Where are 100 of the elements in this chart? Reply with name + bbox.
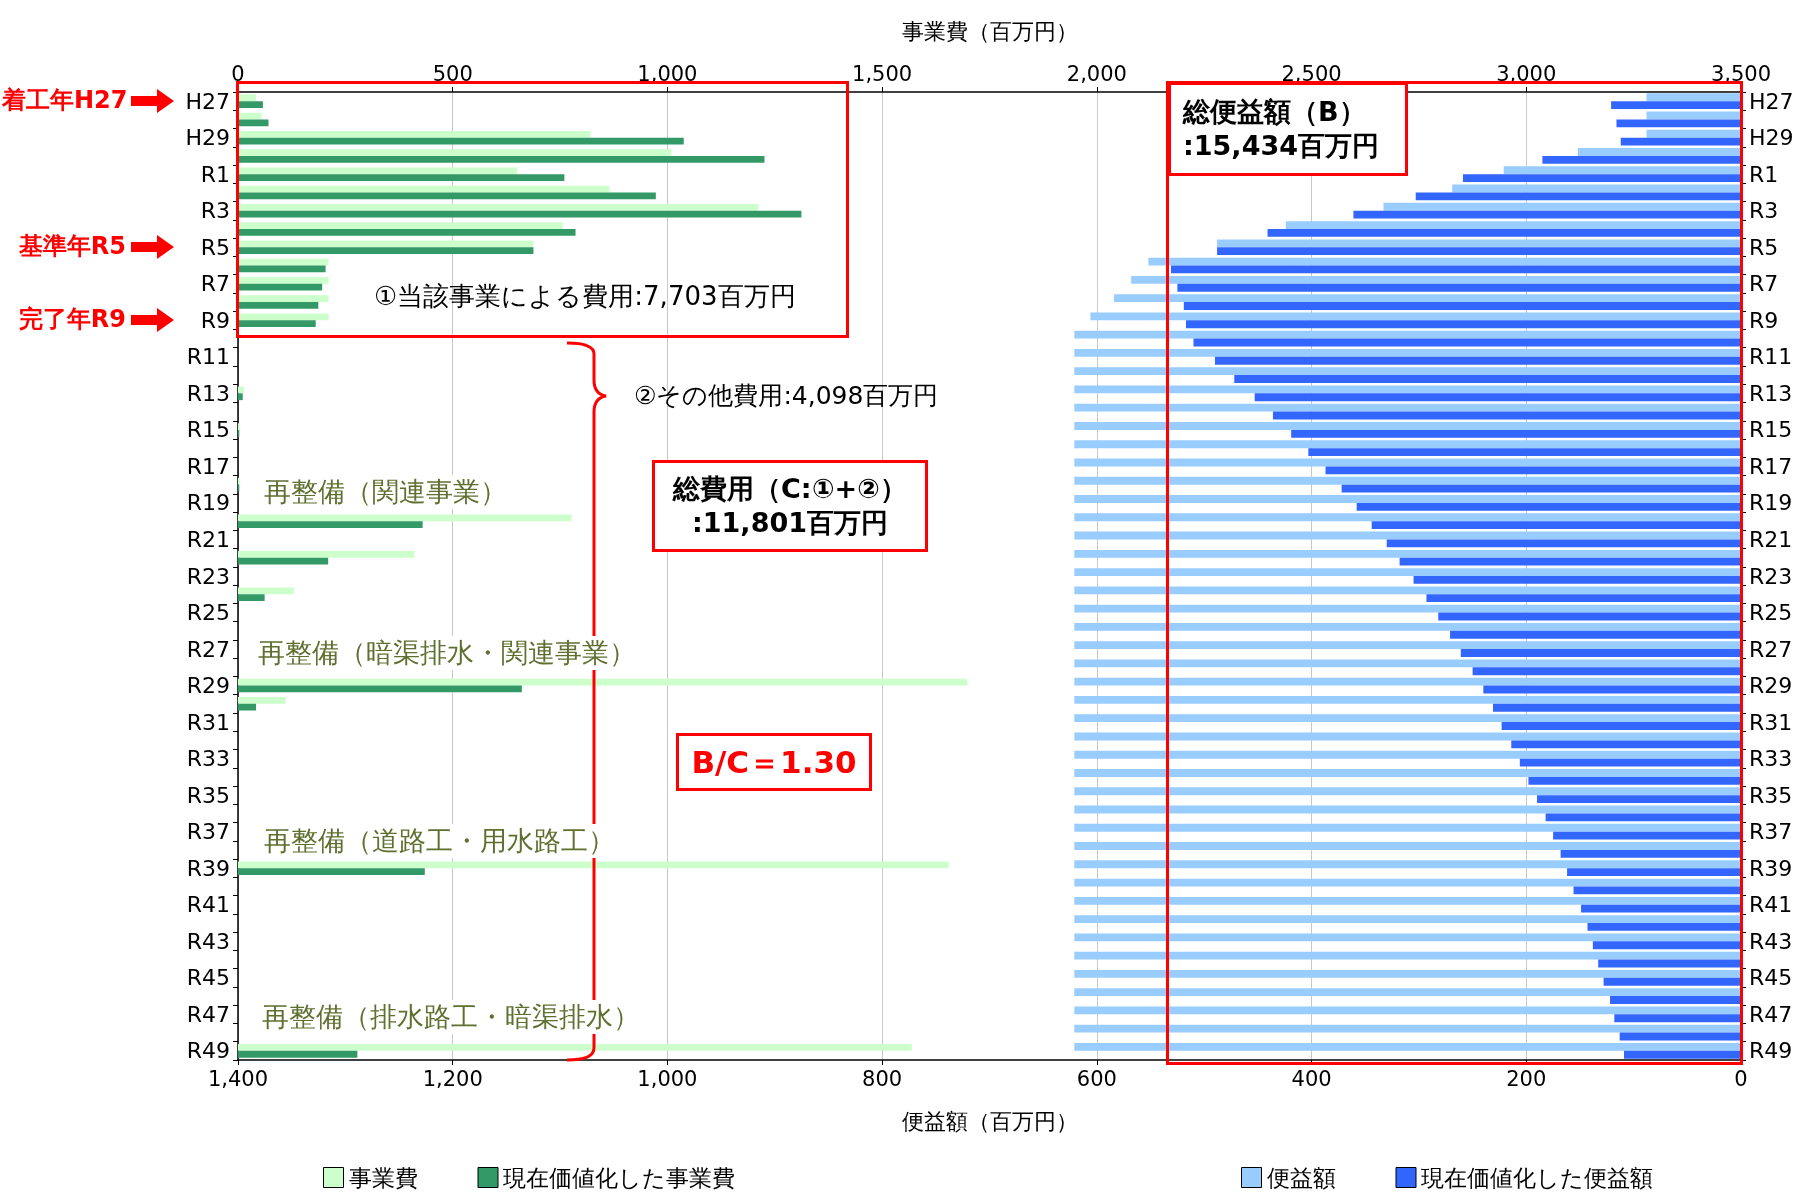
category-label: R25 xyxy=(186,600,230,626)
x2-tick-label: 3,000 xyxy=(1496,61,1557,86)
category-label: R49 xyxy=(186,1038,230,1064)
category-label: R37 xyxy=(186,819,230,845)
bar xyxy=(1217,239,1741,248)
bar xyxy=(1074,622,1741,631)
bar xyxy=(1074,1043,1741,1051)
bar xyxy=(1472,667,1741,676)
annotation: 再整備（暗渠排水・関連事業） xyxy=(258,636,636,670)
bar xyxy=(1074,586,1741,595)
bar xyxy=(1074,1024,1741,1033)
y-tick-label: H27 xyxy=(1749,88,1794,114)
bar xyxy=(1386,539,1741,548)
y-tick-label: R35 xyxy=(1749,782,1793,808)
y-tick-label: R19 xyxy=(1749,490,1793,516)
bar xyxy=(1074,568,1741,576)
x-tick-label: 600 xyxy=(1076,1066,1117,1091)
category-label: R5 xyxy=(200,234,230,260)
category-label: R39 xyxy=(186,855,230,881)
y-tick-label: R13 xyxy=(1749,380,1793,406)
bar xyxy=(1511,740,1741,749)
bar xyxy=(1074,549,1741,558)
category-label: R11 xyxy=(186,344,230,370)
x2-tick-label: 3,500 xyxy=(1710,61,1772,86)
category-label: R13 xyxy=(186,380,230,406)
y-tick-label: R9 xyxy=(1749,307,1779,333)
bar xyxy=(1074,677,1741,686)
y-tick-label: R39 xyxy=(1749,855,1793,881)
bar xyxy=(1611,101,1741,109)
y-tick-label: R25 xyxy=(1749,600,1793,626)
legend-label: 現在価値化した便益額 xyxy=(1421,1164,1653,1191)
bar xyxy=(1217,247,1741,256)
text: 基準年R5 xyxy=(17,231,126,262)
bar xyxy=(1545,813,1741,822)
bar xyxy=(1074,842,1741,850)
category-label: R41 xyxy=(186,892,230,918)
x2-tick-label: 2,000 xyxy=(1066,61,1127,86)
legend-label: 事業費 xyxy=(348,1164,418,1191)
bar xyxy=(1114,294,1741,303)
x-axis-title: 便益額（百万円） xyxy=(901,1108,1078,1134)
x2-tick-label: 0 xyxy=(231,61,245,86)
text: 着工年H27 xyxy=(2,85,128,116)
category-label: R27 xyxy=(186,636,230,662)
bar xyxy=(1074,823,1741,832)
x2-tick-label: 1,000 xyxy=(637,61,698,86)
annotation: B/C＝1.30 xyxy=(676,733,872,791)
bar xyxy=(1285,221,1741,229)
category-label: R31 xyxy=(186,709,230,735)
bar xyxy=(1501,722,1741,730)
category-label: R45 xyxy=(186,965,230,991)
category-label: R23 xyxy=(186,563,230,589)
bar xyxy=(1074,969,1741,978)
bar xyxy=(1074,659,1741,668)
y-tick-label: R27 xyxy=(1749,636,1793,662)
x2-tick-label: 2,500 xyxy=(1281,61,1342,86)
y-tick-label: R17 xyxy=(1749,453,1793,479)
category-label: R19 xyxy=(186,490,230,516)
bar xyxy=(1267,228,1741,237)
bar xyxy=(1074,787,1741,796)
bar xyxy=(1371,521,1741,530)
bar xyxy=(1074,860,1741,869)
bar xyxy=(1610,996,1741,1004)
category-label: R15 xyxy=(186,417,230,443)
bar xyxy=(1074,714,1741,723)
bar xyxy=(1623,1050,1741,1059)
bar xyxy=(1074,604,1741,613)
bar xyxy=(1462,174,1741,183)
bar xyxy=(1214,356,1741,365)
bar xyxy=(1450,630,1741,639)
bar xyxy=(1493,703,1741,712)
bar xyxy=(1353,210,1741,219)
bar xyxy=(1646,93,1741,102)
bar xyxy=(1592,941,1741,950)
bar xyxy=(1074,896,1741,905)
bar xyxy=(1308,448,1741,456)
bar xyxy=(1646,129,1741,138)
bar xyxy=(1415,192,1741,201)
bar xyxy=(1074,513,1741,522)
x-tick-label: 0 xyxy=(1734,1066,1748,1091)
category-label: R17 xyxy=(186,453,230,479)
bar xyxy=(1542,155,1741,164)
bar xyxy=(1603,977,1741,986)
bar xyxy=(1587,923,1741,931)
x2-axis-title: 事業費（百万円） xyxy=(901,18,1078,44)
bar xyxy=(1537,795,1741,804)
bar xyxy=(1573,886,1741,895)
bar xyxy=(1528,776,1741,785)
y-tick-label: R33 xyxy=(1749,746,1793,772)
bar xyxy=(1177,283,1741,292)
y-tick-label: H29 xyxy=(1749,125,1794,151)
bar xyxy=(1183,302,1741,310)
y-tick-label: R21 xyxy=(1749,526,1793,552)
bar xyxy=(1460,649,1741,657)
y-tick-label: R29 xyxy=(1749,673,1793,699)
bar xyxy=(1074,440,1741,449)
bar xyxy=(1620,137,1741,146)
category-label: R29 xyxy=(186,673,230,699)
x-tick-label: 1,400 xyxy=(207,1066,269,1091)
bar xyxy=(1577,148,1741,156)
bar xyxy=(1185,320,1741,329)
